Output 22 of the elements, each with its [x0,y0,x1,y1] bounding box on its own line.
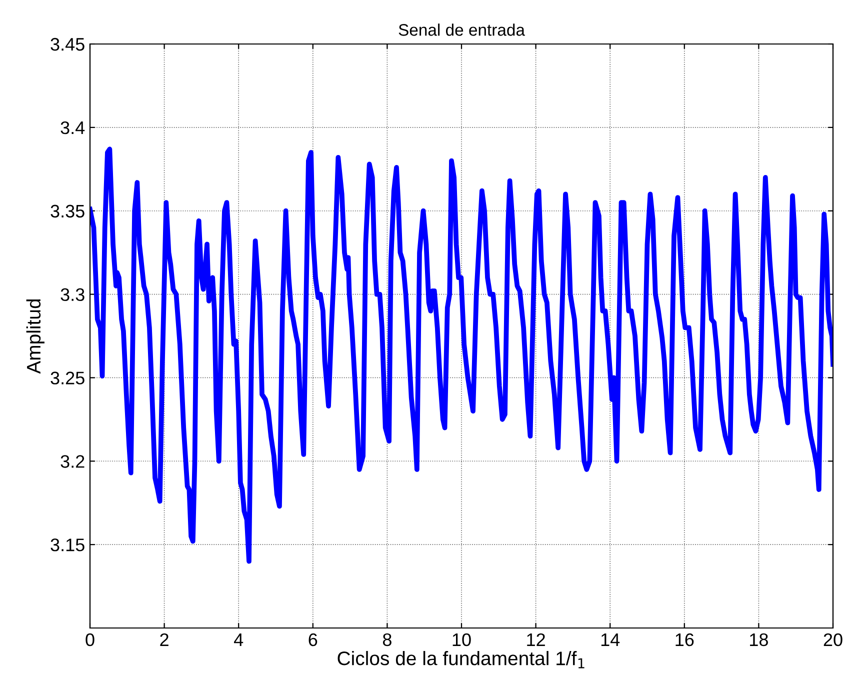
line-series [90,146,833,564]
y-tick-label: 3.45 [50,38,84,51]
x-tick-label: 2 [160,633,168,646]
x-tick-label: 12 [527,633,545,646]
y-tick-label: 3.3 [60,288,84,302]
x-tick-label: 18 [750,633,768,646]
chart-title: Senal de entrada [398,24,525,36]
x-tick-label: 4 [234,634,244,646]
y-tick-label: 3.4 [60,121,85,134]
y-tick-label: 3.35 [50,204,84,218]
x-tick-label: 10 [452,633,471,646]
x-tick-label: 8 [382,633,392,646]
x-tick-label: 20 [824,633,842,646]
y-tick-label: 3.2 [60,455,84,468]
y-tick-label: 3.25 [50,372,84,384]
x-tick-label: 6 [308,633,318,646]
x-tick-label: 16 [676,633,694,646]
x-axis-title: Ciclos de la fundamental 1/f$_{1}$ [338,650,584,668]
y-axis-title: Amplitud [26,299,44,374]
y-tick-label: 3.15 [50,538,84,552]
x-tick-label: 0 [86,633,94,646]
x-tick-label: 14 [601,634,620,646]
